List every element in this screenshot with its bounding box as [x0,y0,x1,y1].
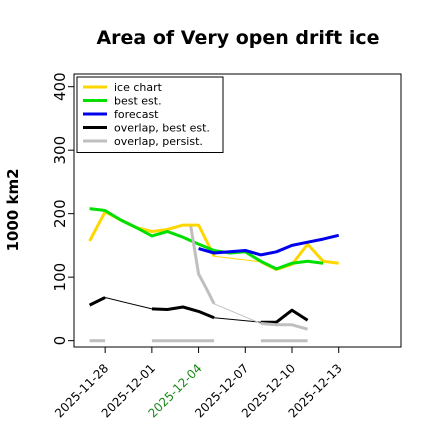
series-line-5 [214,317,261,323]
chart-title: Area of Very open drift ice [96,27,379,49]
y-tick-label: 100 [51,263,69,292]
series-line-6 [189,226,216,305]
legend-label: overlap, best est. [114,122,210,135]
series-line-7 [213,303,262,324]
y-tick-label: 200 [51,199,69,228]
series-line-5 [104,297,153,310]
series-line-4 [260,308,309,324]
series-line-6 [260,322,309,331]
series-layer [88,207,340,343]
x-axis: 2025-11-282025-12-012025-12-042025-12-07… [52,347,345,420]
series-line-4 [88,296,106,307]
plot-frame [73,73,402,348]
y-axis-label: 1000 km2 [4,168,22,251]
legend-label: ice chart [114,81,163,94]
y-tick-label: 0 [51,336,69,346]
legend-label: forecast [114,108,159,121]
y-tick-label: 300 [51,136,69,165]
y-tick-label: 400 [51,72,69,101]
series-line-1 [214,255,261,263]
series-line-2 [89,207,324,271]
y-axis: 0 100 200 300 400 [51,72,74,345]
series-line-4 [151,305,215,320]
legend-label: overlap, persist. [114,135,203,148]
legend-label: best est. [114,95,162,108]
series-line-3 [198,233,340,257]
